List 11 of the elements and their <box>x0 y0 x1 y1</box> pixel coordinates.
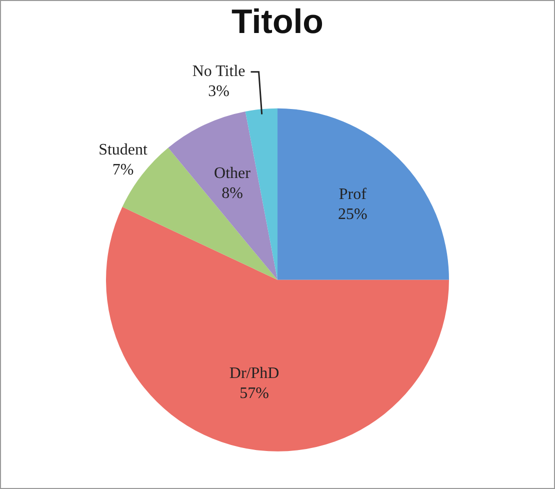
data-label: 3% <box>208 83 230 100</box>
slice-label: Other <box>214 164 252 182</box>
slice-label: Student <box>98 141 148 158</box>
data-label: 57% <box>240 384 269 402</box>
slice-label: Prof <box>338 186 368 203</box>
data-label: 7% <box>112 161 134 178</box>
data-label: 8% <box>222 184 243 202</box>
data-label: 25% <box>338 206 368 223</box>
slice-label: No Title <box>192 63 246 80</box>
chart-title: Titolo <box>232 2 324 41</box>
slice-label: Dr/PhD <box>229 364 280 382</box>
